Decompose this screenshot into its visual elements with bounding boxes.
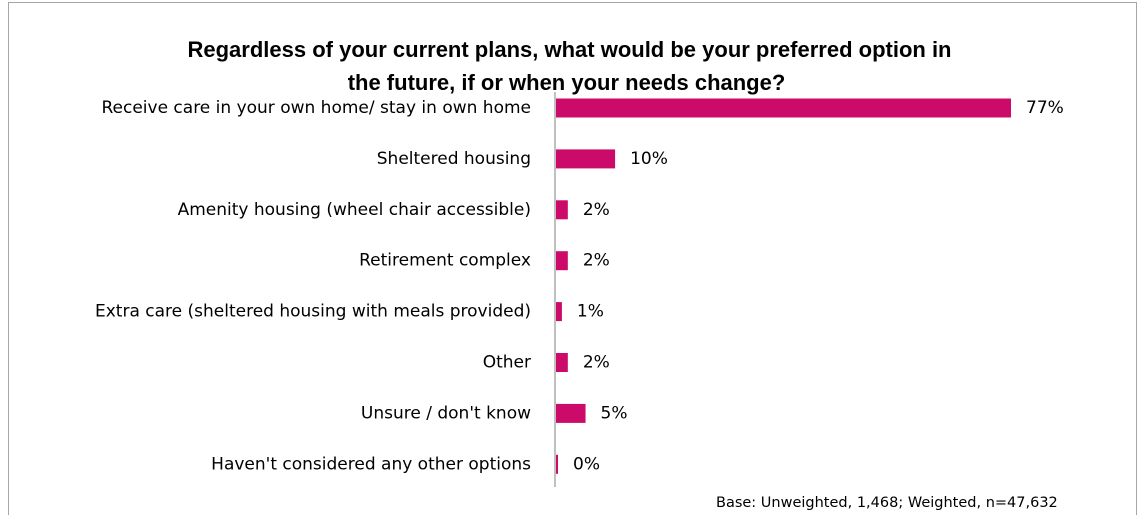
category-label: Other: [483, 353, 531, 373]
category-label: Receive care in your own home/ stay in o…: [101, 98, 531, 118]
bar: [556, 302, 562, 322]
chart-footnote: Base: Unweighted, 1,468; Weighted, n=47,…: [716, 495, 1058, 511]
value-label: 10%: [630, 149, 668, 169]
value-label: 77%: [1026, 98, 1064, 118]
category-label: Unsure / don't know: [361, 403, 531, 423]
value-label: 5%: [601, 403, 628, 423]
bar: [556, 251, 568, 271]
category-label: Retirement complex: [359, 251, 531, 271]
chart-title: Regardless of your current plans, what w…: [0, 33, 1139, 99]
bar: [556, 353, 568, 372]
value-label: 2%: [583, 353, 610, 373]
category-label: Amenity housing (wheel chair accessible): [178, 200, 531, 220]
category-label: Extra care (sheltered housing with meals…: [95, 302, 531, 322]
value-label: 2%: [583, 251, 610, 271]
value-label: 0%: [573, 454, 600, 474]
chart-title-line-2: the future, if or when your needs change…: [347, 70, 786, 95]
chart-frame: [8, 2, 1137, 515]
bar: [556, 200, 568, 220]
chart-title-line-1: Regardless of your current plans, what w…: [187, 37, 952, 62]
bar: [556, 98, 1011, 118]
bar: [556, 403, 586, 423]
value-label: 1%: [577, 302, 604, 322]
category-label: Haven't considered any other options: [211, 454, 531, 474]
category-label: Sheltered housing: [377, 149, 531, 169]
bar: [556, 454, 558, 474]
value-label: 2%: [583, 200, 610, 220]
bar: [556, 149, 616, 169]
